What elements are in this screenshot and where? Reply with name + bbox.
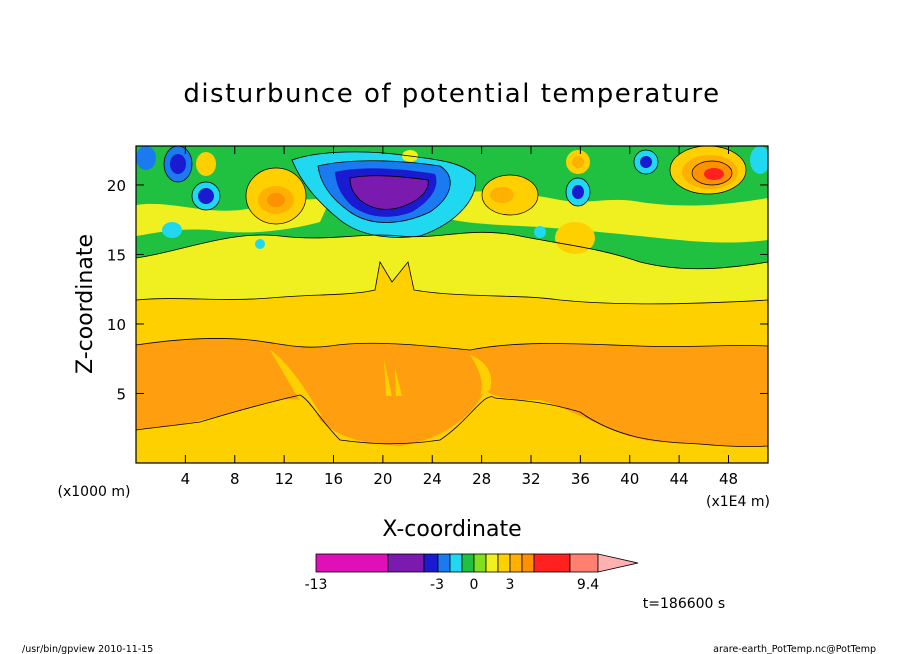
x-tick-label: 36 — [571, 470, 590, 488]
colorbar-label: -3 — [430, 577, 444, 593]
temperature-field — [136, 146, 768, 463]
colorbar-swatch — [437, 553, 451, 573]
colorbar-label: 3 — [506, 577, 515, 593]
x-tick-label: 40 — [620, 470, 639, 488]
colorbar-swatch — [387, 553, 425, 573]
colorbar-swatch — [473, 553, 487, 573]
band-orange — [136, 338, 768, 447]
colorbar-swatch — [497, 553, 511, 573]
colorbar-swatch — [521, 553, 535, 573]
time-label: t=186600 s — [643, 596, 725, 612]
x-tick-label: 12 — [275, 470, 294, 488]
y-tick-label: 10 — [107, 316, 126, 334]
colorbar-swatch — [423, 553, 439, 573]
y-axis: 5 10 15 20 — [107, 177, 768, 403]
footer-right: arare-earth_PotTemp.nc@PotTemp — [713, 644, 876, 654]
colorbar-swatch — [461, 553, 475, 573]
colorbar-swatch — [569, 553, 599, 573]
x-tick-label: 44 — [670, 470, 689, 488]
footer-left: /usr/bin/gpview 2010-11-15 — [22, 644, 153, 654]
chart-title: disturbunce of potential temperature — [183, 79, 720, 109]
x-axis-unit: (x1E4 m) — [706, 494, 770, 510]
x-tick-label: 24 — [423, 470, 442, 488]
y-tick-label: 15 — [107, 246, 126, 264]
y-axis-unit: (x1000 m) — [58, 484, 131, 500]
colorbar-swatch — [485, 553, 499, 573]
colorbar-swatch — [315, 553, 389, 573]
x-tick-label: 20 — [373, 470, 392, 488]
colorbar-label: 9.4 — [577, 577, 599, 593]
x-tick-label: 16 — [324, 470, 343, 488]
colorbar-swatch — [449, 553, 463, 573]
x-tick-label: 8 — [230, 470, 240, 488]
colorbar-label: -13 — [305, 577, 328, 593]
colorbar-swatch — [597, 553, 639, 573]
x-axis: 4 8 12 16 20 24 28 32 36 40 44 48 — [181, 146, 738, 488]
x-tick-label: 32 — [521, 470, 540, 488]
x-tick-label: 28 — [472, 470, 491, 488]
y-tick-label: 20 — [107, 177, 126, 195]
plot-frame — [135, 145, 769, 464]
colorbar-swatch — [509, 553, 523, 573]
colorbar — [315, 553, 639, 573]
y-tick-label: 5 — [116, 385, 126, 403]
x-tick-label: 4 — [181, 470, 191, 488]
x-tick-label: 48 — [719, 470, 738, 488]
colorbar-label: 0 — [470, 577, 479, 593]
x-axis-title: X-coordinate — [382, 517, 521, 542]
colorbar-swatch — [533, 553, 571, 573]
y-axis-title: Z-coordinate — [73, 234, 98, 374]
colorbar-labels: -13 -3 0 3 9.4 — [305, 577, 600, 593]
